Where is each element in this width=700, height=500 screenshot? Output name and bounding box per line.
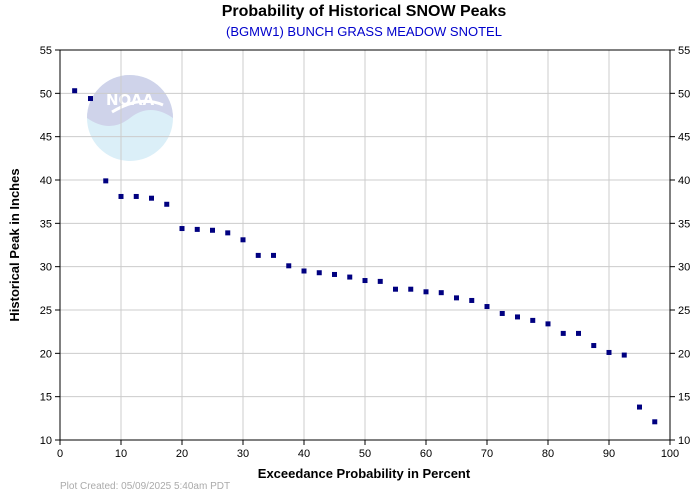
data-point — [393, 286, 398, 292]
data-point — [377, 278, 383, 284]
x-axis-ticks: 0 10 20 30 40 50 60 70 80 90 100 — [57, 440, 679, 460]
chart-subtitle: (BGMW1) BUNCH GRASS MEADOW SNOTEL — [226, 24, 502, 39]
x-tick-label: 60 — [420, 448, 432, 460]
data-point — [179, 226, 185, 232]
x-tick-label: 10 — [115, 448, 127, 460]
data-point — [606, 349, 612, 355]
data-point — [240, 237, 246, 243]
data-point — [408, 286, 414, 292]
y-tick-label-left: 25 — [40, 305, 52, 317]
noaa-logo: NOAA — [87, 75, 173, 161]
data-point — [271, 252, 276, 258]
data-point — [210, 227, 215, 233]
y-tick-label-left: 40 — [40, 175, 52, 187]
data-point — [332, 271, 337, 277]
data-point — [72, 88, 78, 94]
y-tick-label-left: 35 — [40, 218, 52, 230]
x-tick-label: 30 — [237, 448, 249, 460]
data-point — [621, 352, 627, 358]
y-axis-ticks-left: 10 15 20 25 30 35 40 45 50 55 — [40, 45, 60, 447]
y-tick-label-right: 30 — [678, 262, 690, 274]
y-tick-label-right: 10 — [678, 435, 690, 447]
y-tick-label-right: 50 — [678, 88, 690, 100]
y-tick-label-left: 10 — [40, 435, 52, 447]
data-point — [515, 314, 520, 320]
y-tick-label-right: 25 — [678, 305, 690, 317]
data-points — [72, 88, 658, 425]
y-tick-label-left: 45 — [40, 132, 52, 144]
data-point — [118, 193, 124, 199]
data-point — [286, 263, 292, 269]
data-point — [316, 270, 322, 276]
data-point — [301, 268, 307, 274]
data-point — [484, 304, 490, 310]
x-tick-label: 80 — [542, 448, 554, 460]
data-point — [576, 330, 581, 336]
x-axis-label: Exceedance Probability in Percent — [258, 466, 471, 481]
x-tick-label: 40 — [298, 448, 310, 460]
data-point — [499, 310, 505, 316]
data-point — [362, 278, 368, 284]
y-axis-label: Historical Peak in Inches — [7, 168, 22, 321]
data-point — [194, 226, 200, 232]
data-point — [88, 96, 93, 102]
data-point — [438, 290, 444, 296]
data-point — [347, 274, 353, 280]
y-tick-label-right: 45 — [678, 132, 690, 144]
data-point — [133, 193, 139, 199]
y-tick-label-left: 55 — [40, 45, 52, 57]
data-point — [454, 295, 459, 301]
noaa-logo-bird — [111, 99, 164, 114]
data-point — [469, 297, 475, 303]
data-point — [637, 404, 642, 410]
data-point — [149, 195, 154, 201]
data-point — [560, 330, 566, 336]
data-point — [164, 201, 170, 207]
x-tick-label: 100 — [661, 448, 679, 460]
plot-created-footer: Plot Created: 05/09/2025 5:40am PDT — [60, 481, 230, 492]
x-tick-label: 50 — [359, 448, 371, 460]
y-tick-label-left: 15 — [40, 392, 52, 404]
data-point — [103, 178, 109, 184]
x-tick-label: 0 — [57, 448, 63, 460]
y-tick-label-right: 35 — [678, 218, 690, 230]
noaa-logo-top — [87, 75, 173, 126]
data-point — [591, 343, 597, 349]
data-point — [545, 321, 551, 327]
chart-grid — [60, 50, 670, 440]
data-point — [652, 419, 658, 425]
data-point — [423, 289, 429, 295]
x-tick-label: 20 — [176, 448, 188, 460]
y-tick-label-right: 40 — [678, 175, 690, 187]
chart-title: Probability of Historical SNOW Peaks — [222, 3, 507, 20]
x-tick-label: 70 — [481, 448, 493, 460]
data-point — [255, 252, 261, 258]
y-tick-label-left: 30 — [40, 262, 52, 274]
noaa-logo-text: NOAA — [106, 91, 155, 109]
y-tick-label-left: 20 — [40, 348, 52, 360]
x-tick-label: 90 — [603, 448, 615, 460]
y-tick-label-right: 55 — [678, 45, 690, 57]
y-tick-label-right: 20 — [678, 348, 690, 360]
y-tick-label-left: 50 — [40, 88, 52, 100]
y-axis-ticks-right: 10 15 20 25 30 35 40 45 50 55 — [670, 45, 690, 447]
data-point — [225, 230, 231, 236]
y-tick-label-right: 15 — [678, 392, 690, 404]
data-point — [530, 317, 536, 323]
